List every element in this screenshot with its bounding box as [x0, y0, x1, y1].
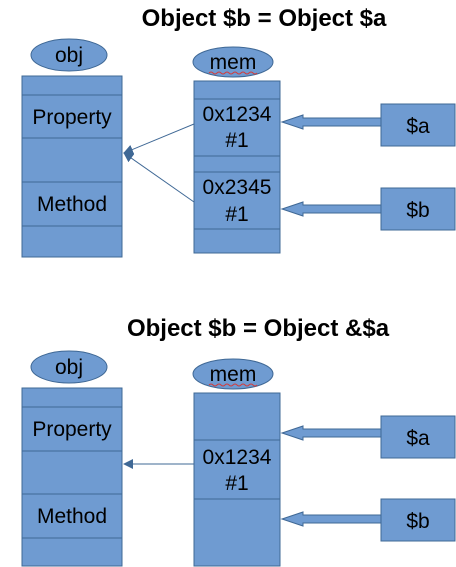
bottom-arrow-b: [280, 511, 382, 527]
top-mem-cell-1-address: 0x1234: [203, 103, 272, 126]
top-object-box: Property Method: [21, 75, 123, 258]
bottom-mem-cell-1-address: 0x1234: [203, 446, 272, 469]
bottom-memory-box: 0x1234 #1: [193, 392, 281, 567]
bottom-obj-label: obj: [55, 356, 83, 379]
bottom-var-a-box: $a: [380, 415, 456, 459]
top-property-label: Property: [32, 106, 112, 129]
top-connector-2: [123, 152, 195, 203]
bottom-object-box: Property Method: [21, 387, 123, 567]
bottom-mem-ellipse: mem: [192, 358, 274, 390]
bottom-var-b-label: $b: [406, 510, 429, 533]
top-var-a-box: $a: [380, 103, 456, 147]
top-panel: Object $b = Object $a obj Property Metho…: [21, 5, 456, 258]
top-obj-ellipse: obj: [30, 38, 108, 72]
bottom-method-label: Method: [37, 505, 107, 528]
top-connector-1: [123, 123, 195, 155]
bottom-property-label: Property: [32, 418, 112, 441]
bottom-panel: Object $b = Object &$a obj Property Meth…: [21, 315, 456, 567]
bottom-mem-cell-1-refcount: #1: [225, 472, 248, 495]
top-var-b-box: $b: [380, 187, 456, 231]
bottom-panel-title: Object $b = Object &$a: [127, 315, 390, 342]
top-arrow-a: [280, 114, 382, 130]
bottom-arrow-a: [280, 425, 382, 441]
top-memory-box: 0x1234 #1 0x2345 #1: [193, 80, 281, 254]
top-obj-label: obj: [55, 44, 83, 67]
top-mem-cell-1-refcount: #1: [225, 129, 248, 152]
bottom-var-b-box: $b: [380, 498, 456, 542]
bottom-mem-label: mem: [210, 363, 257, 386]
top-mem-cell-2-refcount: #1: [225, 203, 248, 226]
top-arrow-b: [280, 201, 382, 217]
bottom-obj-ellipse: obj: [30, 350, 108, 384]
top-method-label: Method: [37, 193, 107, 216]
top-var-b-label: $b: [406, 199, 429, 222]
bottom-var-a-label: $a: [406, 427, 430, 450]
top-var-a-label: $a: [406, 115, 430, 138]
top-panel-title: Object $b = Object $a: [142, 5, 387, 32]
top-mem-label: mem: [210, 51, 257, 74]
top-mem-cell-2-address: 0x2345: [203, 176, 272, 199]
top-mem-ellipse: mem: [192, 46, 274, 78]
